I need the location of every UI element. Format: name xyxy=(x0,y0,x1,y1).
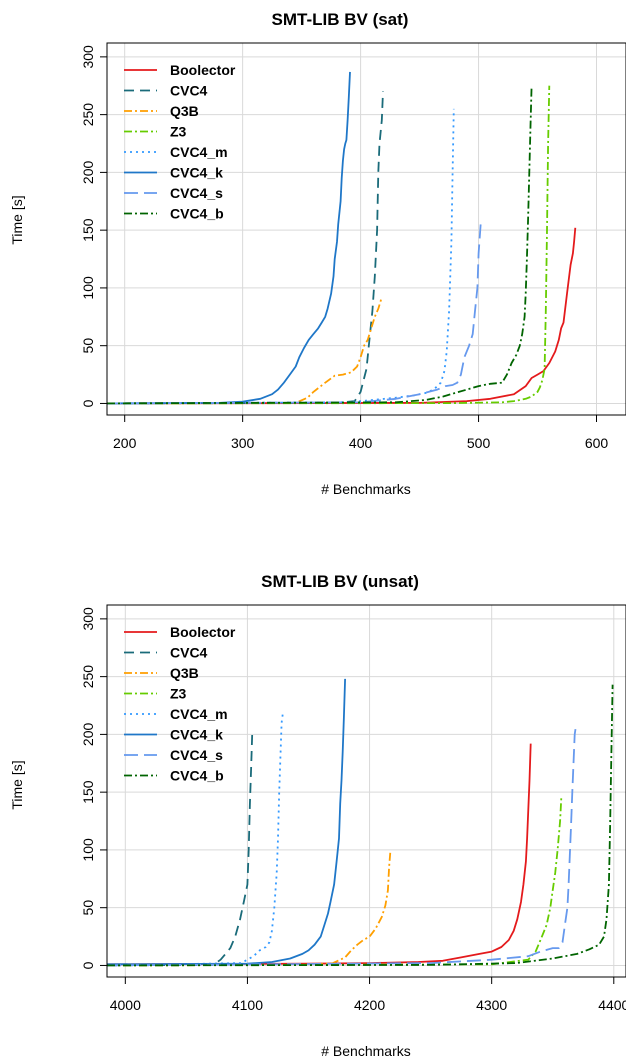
y-axis-label: Time [s] xyxy=(9,195,25,244)
legend-label: Z3 xyxy=(170,686,187,702)
series-line-cvc4-b xyxy=(107,684,614,967)
legend-label: CVC4_s xyxy=(170,747,223,763)
legend-label: CVC4_b xyxy=(170,206,224,222)
legend-label: CVC4_k xyxy=(170,727,223,743)
series-line-z3 xyxy=(107,797,563,967)
legend-label: CVC4_m xyxy=(170,144,228,160)
x-tick-label: 4300 xyxy=(476,997,507,1013)
series-line-boolector xyxy=(107,227,577,405)
chart-title: SMT-LIB BV (unsat) xyxy=(261,572,419,591)
y-tick-label: 50 xyxy=(80,900,96,916)
series-line-cvc4-k xyxy=(107,71,351,405)
y-tick-label: 150 xyxy=(80,218,96,242)
legend-label: Boolector xyxy=(170,624,236,640)
x-tick-label: 200 xyxy=(113,435,137,451)
chart-title: SMT-LIB BV (sat) xyxy=(272,10,409,29)
x-axis-label: # Benchmarks xyxy=(321,481,410,497)
chart-panel-sat: SMT-LIB BV (sat) Time [s] # Benchmarks 0… xyxy=(9,10,626,497)
series-line-q3b xyxy=(107,296,383,405)
series-line-cvc4-m xyxy=(107,108,455,405)
series-line-boolector xyxy=(107,743,532,966)
y-tick-label: 50 xyxy=(80,338,96,354)
y-tick-label: 200 xyxy=(80,160,96,184)
legend-label: CVC4_s xyxy=(170,185,223,201)
series-line-q3b xyxy=(107,852,392,967)
y-tick-label: 250 xyxy=(80,665,96,689)
series-line-cvc4 xyxy=(107,91,384,405)
legend-label: CVC4_b xyxy=(170,768,224,784)
x-tick-label: 4400 xyxy=(598,997,626,1013)
chart-legend: Boolector CVC4 Q3B Z3 CVC4_m CVC4_k CVC4_s CVC4… xyxy=(124,62,236,222)
series-line-cvc4 xyxy=(107,730,254,967)
legend-label: Boolector xyxy=(170,62,236,78)
x-tick-label: 4100 xyxy=(232,997,263,1013)
y-tick-label: 250 xyxy=(80,103,96,127)
legend-label: CVC4 xyxy=(170,645,208,661)
legend-label: Q3B xyxy=(170,103,199,119)
y-tick-label: 150 xyxy=(80,780,96,804)
x-tick-label: 500 xyxy=(467,435,491,451)
series-line-z3 xyxy=(107,85,551,405)
x-axis-label: # Benchmarks xyxy=(321,1043,410,1059)
series-line-cvc4-s xyxy=(107,220,482,405)
y-tick-label: 300 xyxy=(80,45,96,69)
series-line-cvc4-m xyxy=(107,713,284,967)
series-line-cvc4-b xyxy=(107,85,533,405)
series-lines xyxy=(107,678,614,967)
x-tick-label: 4200 xyxy=(354,997,385,1013)
y-tick-label: 200 xyxy=(80,722,96,746)
legend-label: CVC4 xyxy=(170,83,208,99)
series-line-cvc4-s xyxy=(107,726,577,967)
x-tick-label: 4000 xyxy=(110,997,141,1013)
y-tick-label: 100 xyxy=(80,276,96,300)
y-tick-label: 100 xyxy=(80,838,96,862)
chart-panel-unsat: SMT-LIB BV (unsat) Time [s] # Benchmarks… xyxy=(9,572,626,1059)
x-tick-label: 400 xyxy=(349,435,373,451)
y-axis-label: Time [s] xyxy=(9,760,25,809)
chart-legend: Boolector CVC4 Q3B Z3 CVC4_m CVC4_k CVC4_s CVC4… xyxy=(124,624,236,784)
legend-label: Q3B xyxy=(170,665,199,681)
series-lines xyxy=(107,71,577,405)
y-tick-label: 0 xyxy=(80,399,96,407)
legend-label: CVC4_m xyxy=(170,706,228,722)
y-tick-label: 300 xyxy=(80,607,96,631)
x-tick-label: 600 xyxy=(585,435,609,451)
legend-label: CVC4_k xyxy=(170,165,223,181)
series-line-cvc4-k xyxy=(107,678,346,966)
legend-label: Z3 xyxy=(170,124,187,140)
x-tick-label: 300 xyxy=(231,435,255,451)
y-tick-label: 0 xyxy=(80,961,96,969)
